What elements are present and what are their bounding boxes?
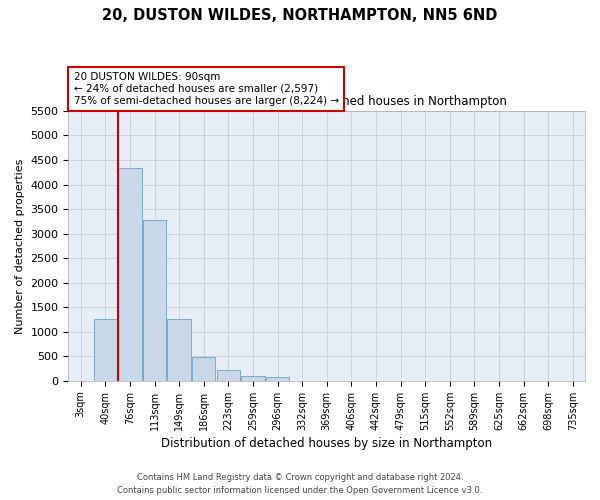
Bar (241, 376, 265, 381)
Bar (143, 220, 166, 381)
Text: 20, DUSTON WILDES, NORTHAMPTON, NN5 6ND: 20, DUSTON WILDES, NORTHAMPTON, NN5 6ND (103, 8, 497, 22)
Bar (192, 358, 215, 381)
Bar (167, 318, 191, 381)
Title: Size of property relative to detached houses in Northampton: Size of property relative to detached ho… (147, 96, 506, 108)
Text: Contains HM Land Registry data © Crown copyright and database right 2024.
Contai: Contains HM Land Registry data © Crown c… (118, 474, 482, 495)
Bar (217, 370, 240, 381)
Bar (266, 378, 289, 381)
Y-axis label: Number of detached properties: Number of detached properties (15, 158, 25, 334)
Bar (94, 320, 117, 381)
Text: 20 DUSTON WILDES: 90sqm
← 24% of detached houses are smaller (2,597)
75% of semi: 20 DUSTON WILDES: 90sqm ← 24% of detache… (74, 72, 338, 106)
Bar (118, 168, 142, 381)
X-axis label: Distribution of detached houses by size in Northampton: Distribution of detached houses by size … (161, 437, 492, 450)
